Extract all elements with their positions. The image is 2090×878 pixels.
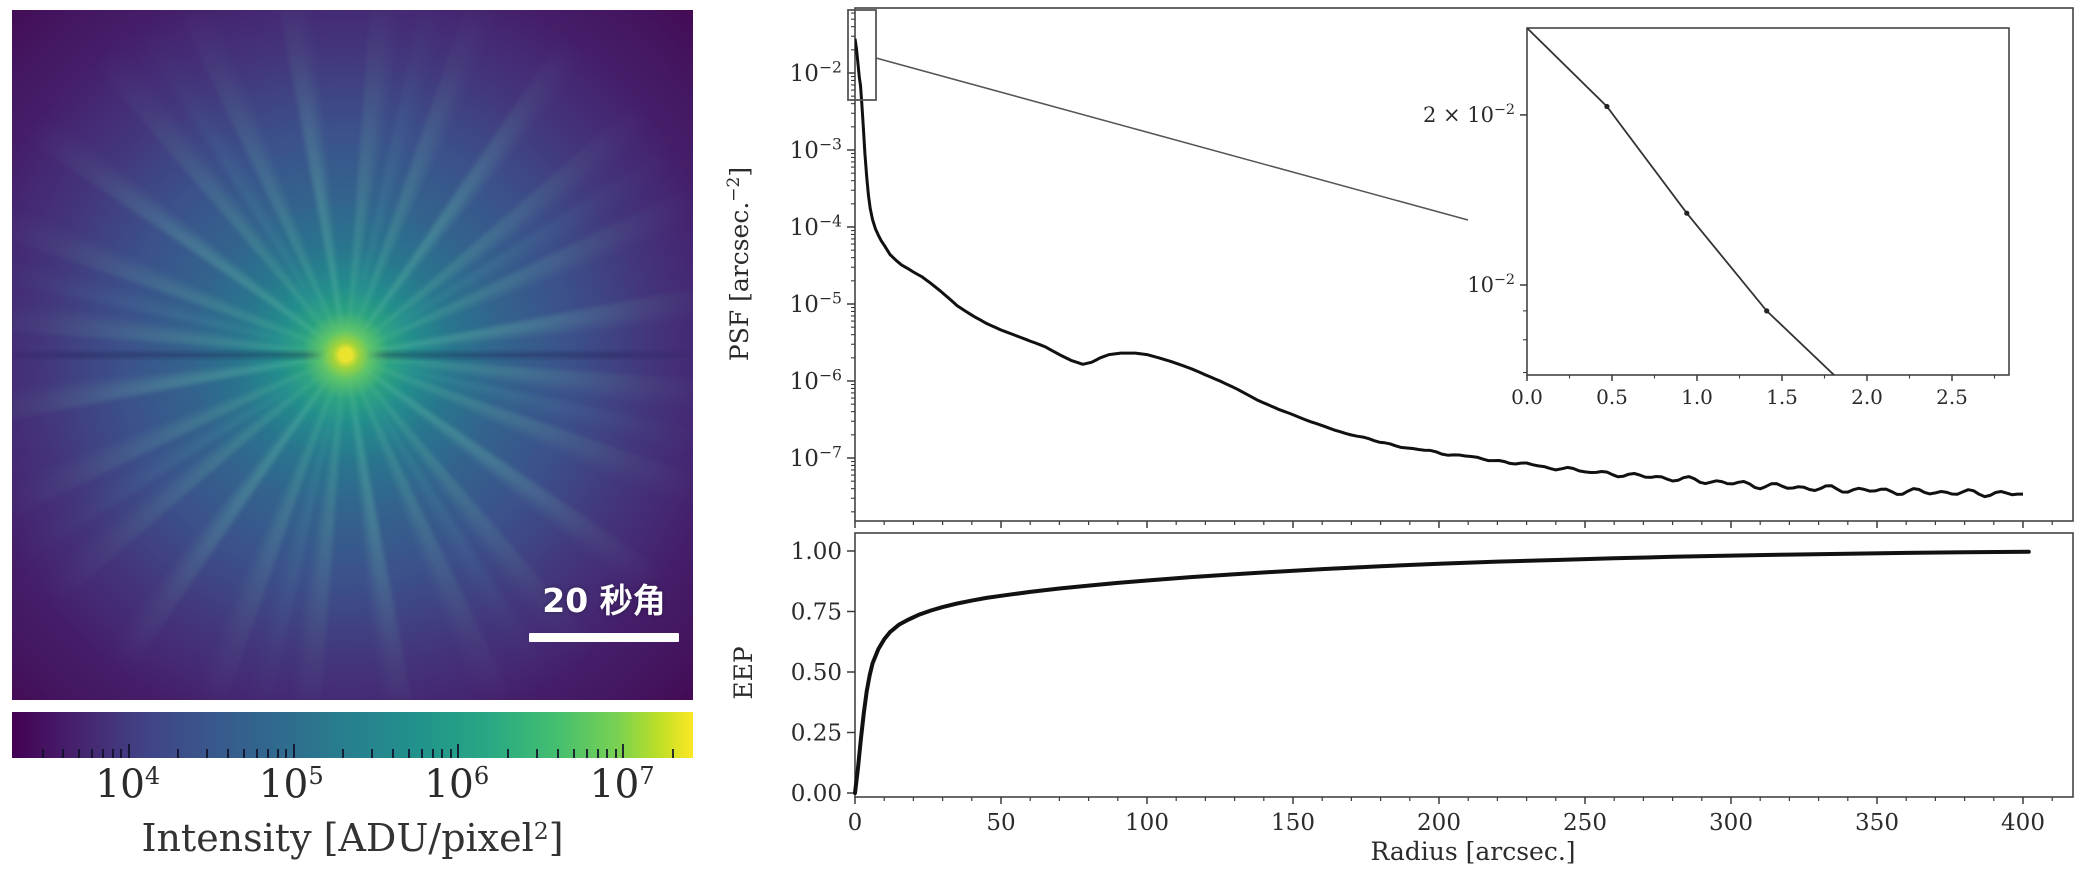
psf-plot bbox=[847, 7, 2074, 528]
colorbar-minor-tick bbox=[420, 749, 423, 758]
psf-y-tick-labels: 10−2 10−3 10−4 10−5 10−6 10−7 bbox=[790, 57, 842, 472]
colorbar-minor-tick bbox=[91, 749, 94, 758]
eef-x-tick-label: 200 bbox=[1417, 810, 1461, 836]
x-axis-label: Radius [arcsec.] bbox=[1370, 837, 1575, 866]
eef-y-tick-label: 0.25 bbox=[791, 721, 842, 747]
colorbar-minor-tick bbox=[41, 749, 44, 758]
psf-y-tick-label: 10−7 bbox=[790, 442, 842, 472]
zoom-region-box bbox=[847, 9, 877, 101]
eef-y-tick-label: 0.50 bbox=[791, 660, 842, 686]
colorbar-minor-tick bbox=[111, 749, 114, 758]
colorbar-minor-tick bbox=[614, 749, 617, 758]
zoom-connector-line bbox=[875, 57, 1469, 221]
colorbar-minor-tick bbox=[572, 749, 575, 758]
colorbar-tick-labels: 104 105 106 107 bbox=[12, 764, 693, 816]
inset-x-tick-label: 1.5 bbox=[1766, 385, 1798, 409]
psf-star-image: 20 秒角 bbox=[12, 10, 693, 700]
colorbar-minor-tick bbox=[256, 749, 258, 758]
colorbar-minor-tick bbox=[206, 749, 209, 758]
colorbar-tick-label: 104 bbox=[95, 762, 161, 808]
colorbar-minor-tick bbox=[62, 749, 65, 758]
colorbar-minor-tick bbox=[431, 749, 434, 758]
psf-y-tick-label: 10−2 bbox=[790, 57, 842, 87]
scalebar-label: 20 秒角 bbox=[542, 581, 666, 620]
colorbar-major-tick bbox=[457, 744, 460, 758]
inset-x-tick-label: 2.5 bbox=[1936, 385, 1968, 409]
colorbar-major-tick bbox=[292, 744, 295, 758]
colorbar-minor-tick bbox=[449, 749, 452, 758]
colorbar-minor-tick bbox=[371, 749, 374, 758]
inset-data-point bbox=[1764, 308, 1770, 314]
psf-y-tick-label: 10−6 bbox=[790, 365, 842, 395]
inset-data-point bbox=[1684, 210, 1690, 216]
eef-x-tick-label: 250 bbox=[1563, 810, 1607, 836]
colorbar-minor-tick bbox=[276, 749, 279, 758]
colorbar-minor-tick bbox=[285, 749, 288, 758]
psf-y-tick-label: 10−3 bbox=[790, 134, 842, 164]
inset-background bbox=[1527, 28, 2009, 375]
inset-data-point bbox=[1604, 103, 1610, 110]
psf-y-axis-label: PSF [arcsec.−2] bbox=[724, 167, 754, 361]
inset-x-tick-label: 0.0 bbox=[1511, 385, 1543, 409]
eef-plot: 0 50 100 150 200 250 300 350 400 0.00 0.25 0.50 0.75… bbox=[791, 532, 2074, 836]
colorbar-minor-tick bbox=[342, 749, 345, 758]
colorbar-tick-label: 106 bbox=[424, 762, 490, 808]
colorbar-tick-label: 105 bbox=[258, 762, 324, 808]
psf-zoom-inset: 0.0 0.5 1.0 1.5 2.0 2.5 2 × 10−2 10−2 bbox=[1423, 27, 2010, 409]
inset-x-tick-label: 0.5 bbox=[1596, 385, 1628, 409]
colorbar-minor-tick bbox=[536, 749, 538, 758]
colorbar-minor-tick bbox=[596, 749, 599, 758]
colorbar-tick-label: 107 bbox=[589, 762, 655, 808]
colorbar-minor-tick bbox=[102, 749, 105, 758]
colorbar-minor-tick bbox=[606, 749, 609, 758]
colorbar-caption: Intensity [ADU/pixel2] bbox=[141, 816, 564, 860]
psf-curve bbox=[855, 38, 2023, 499]
colorbar-minor-tick bbox=[177, 749, 180, 758]
inset-x-tick-label: 1.0 bbox=[1681, 385, 1713, 409]
eef-x-tick-label: 350 bbox=[1855, 810, 1899, 836]
eef-y-tick-label: 0.00 bbox=[791, 781, 842, 807]
colorbar-minor-tick bbox=[441, 749, 444, 758]
colorbar-minor-tick bbox=[407, 749, 410, 758]
psf-y-tick-label: 10−5 bbox=[790, 288, 842, 318]
eef-x-tick-label: 400 bbox=[2001, 810, 2045, 836]
colorbar-major-tick bbox=[127, 744, 130, 758]
diffraction-spikes bbox=[12, 10, 693, 700]
psf-y-tick-label: 10−4 bbox=[790, 211, 842, 241]
inset-x-tick-label: 2.0 bbox=[1851, 385, 1883, 409]
eef-x-tick-label: 100 bbox=[1125, 810, 1169, 836]
colorbar-major-tick bbox=[622, 744, 625, 758]
eef-x-tick-label: 0 bbox=[848, 810, 863, 836]
inset-y-tick-label: 10−2 bbox=[1467, 272, 1515, 297]
colorbar-minor-tick bbox=[506, 749, 509, 758]
colorbar-minor-tick bbox=[120, 749, 123, 758]
eef-y-tick-label: 0.75 bbox=[791, 600, 842, 626]
eef-y-tick-label: 1.00 bbox=[791, 539, 842, 565]
colorbar-minor-tick bbox=[267, 749, 270, 758]
eef-curve bbox=[853, 549, 2031, 795]
scalebar: 20 秒角 bbox=[529, 584, 679, 642]
eef-x-tick-label: 150 bbox=[1271, 810, 1315, 836]
colorbar-minor-tick bbox=[226, 749, 229, 758]
colorbar-minor-tick bbox=[391, 749, 394, 758]
dark-horizontal-lane bbox=[12, 10, 693, 700]
colorbar-minor-tick bbox=[78, 749, 81, 758]
eef-x-tick-label: 300 bbox=[1709, 810, 1753, 836]
scalebar-line bbox=[529, 633, 679, 642]
colorbar-minor-tick bbox=[556, 749, 559, 758]
eef-y-axis-label: EEP bbox=[729, 646, 758, 699]
eef-x-tick-label: 50 bbox=[986, 810, 1015, 836]
colorbar-minor-tick bbox=[671, 749, 674, 758]
intensity-colorbar bbox=[12, 712, 693, 758]
colorbar-minor-tick bbox=[585, 749, 588, 758]
inset-y-tick-label: 2 × 10−2 bbox=[1423, 102, 1515, 127]
colorbar-minor-tick bbox=[242, 749, 245, 758]
